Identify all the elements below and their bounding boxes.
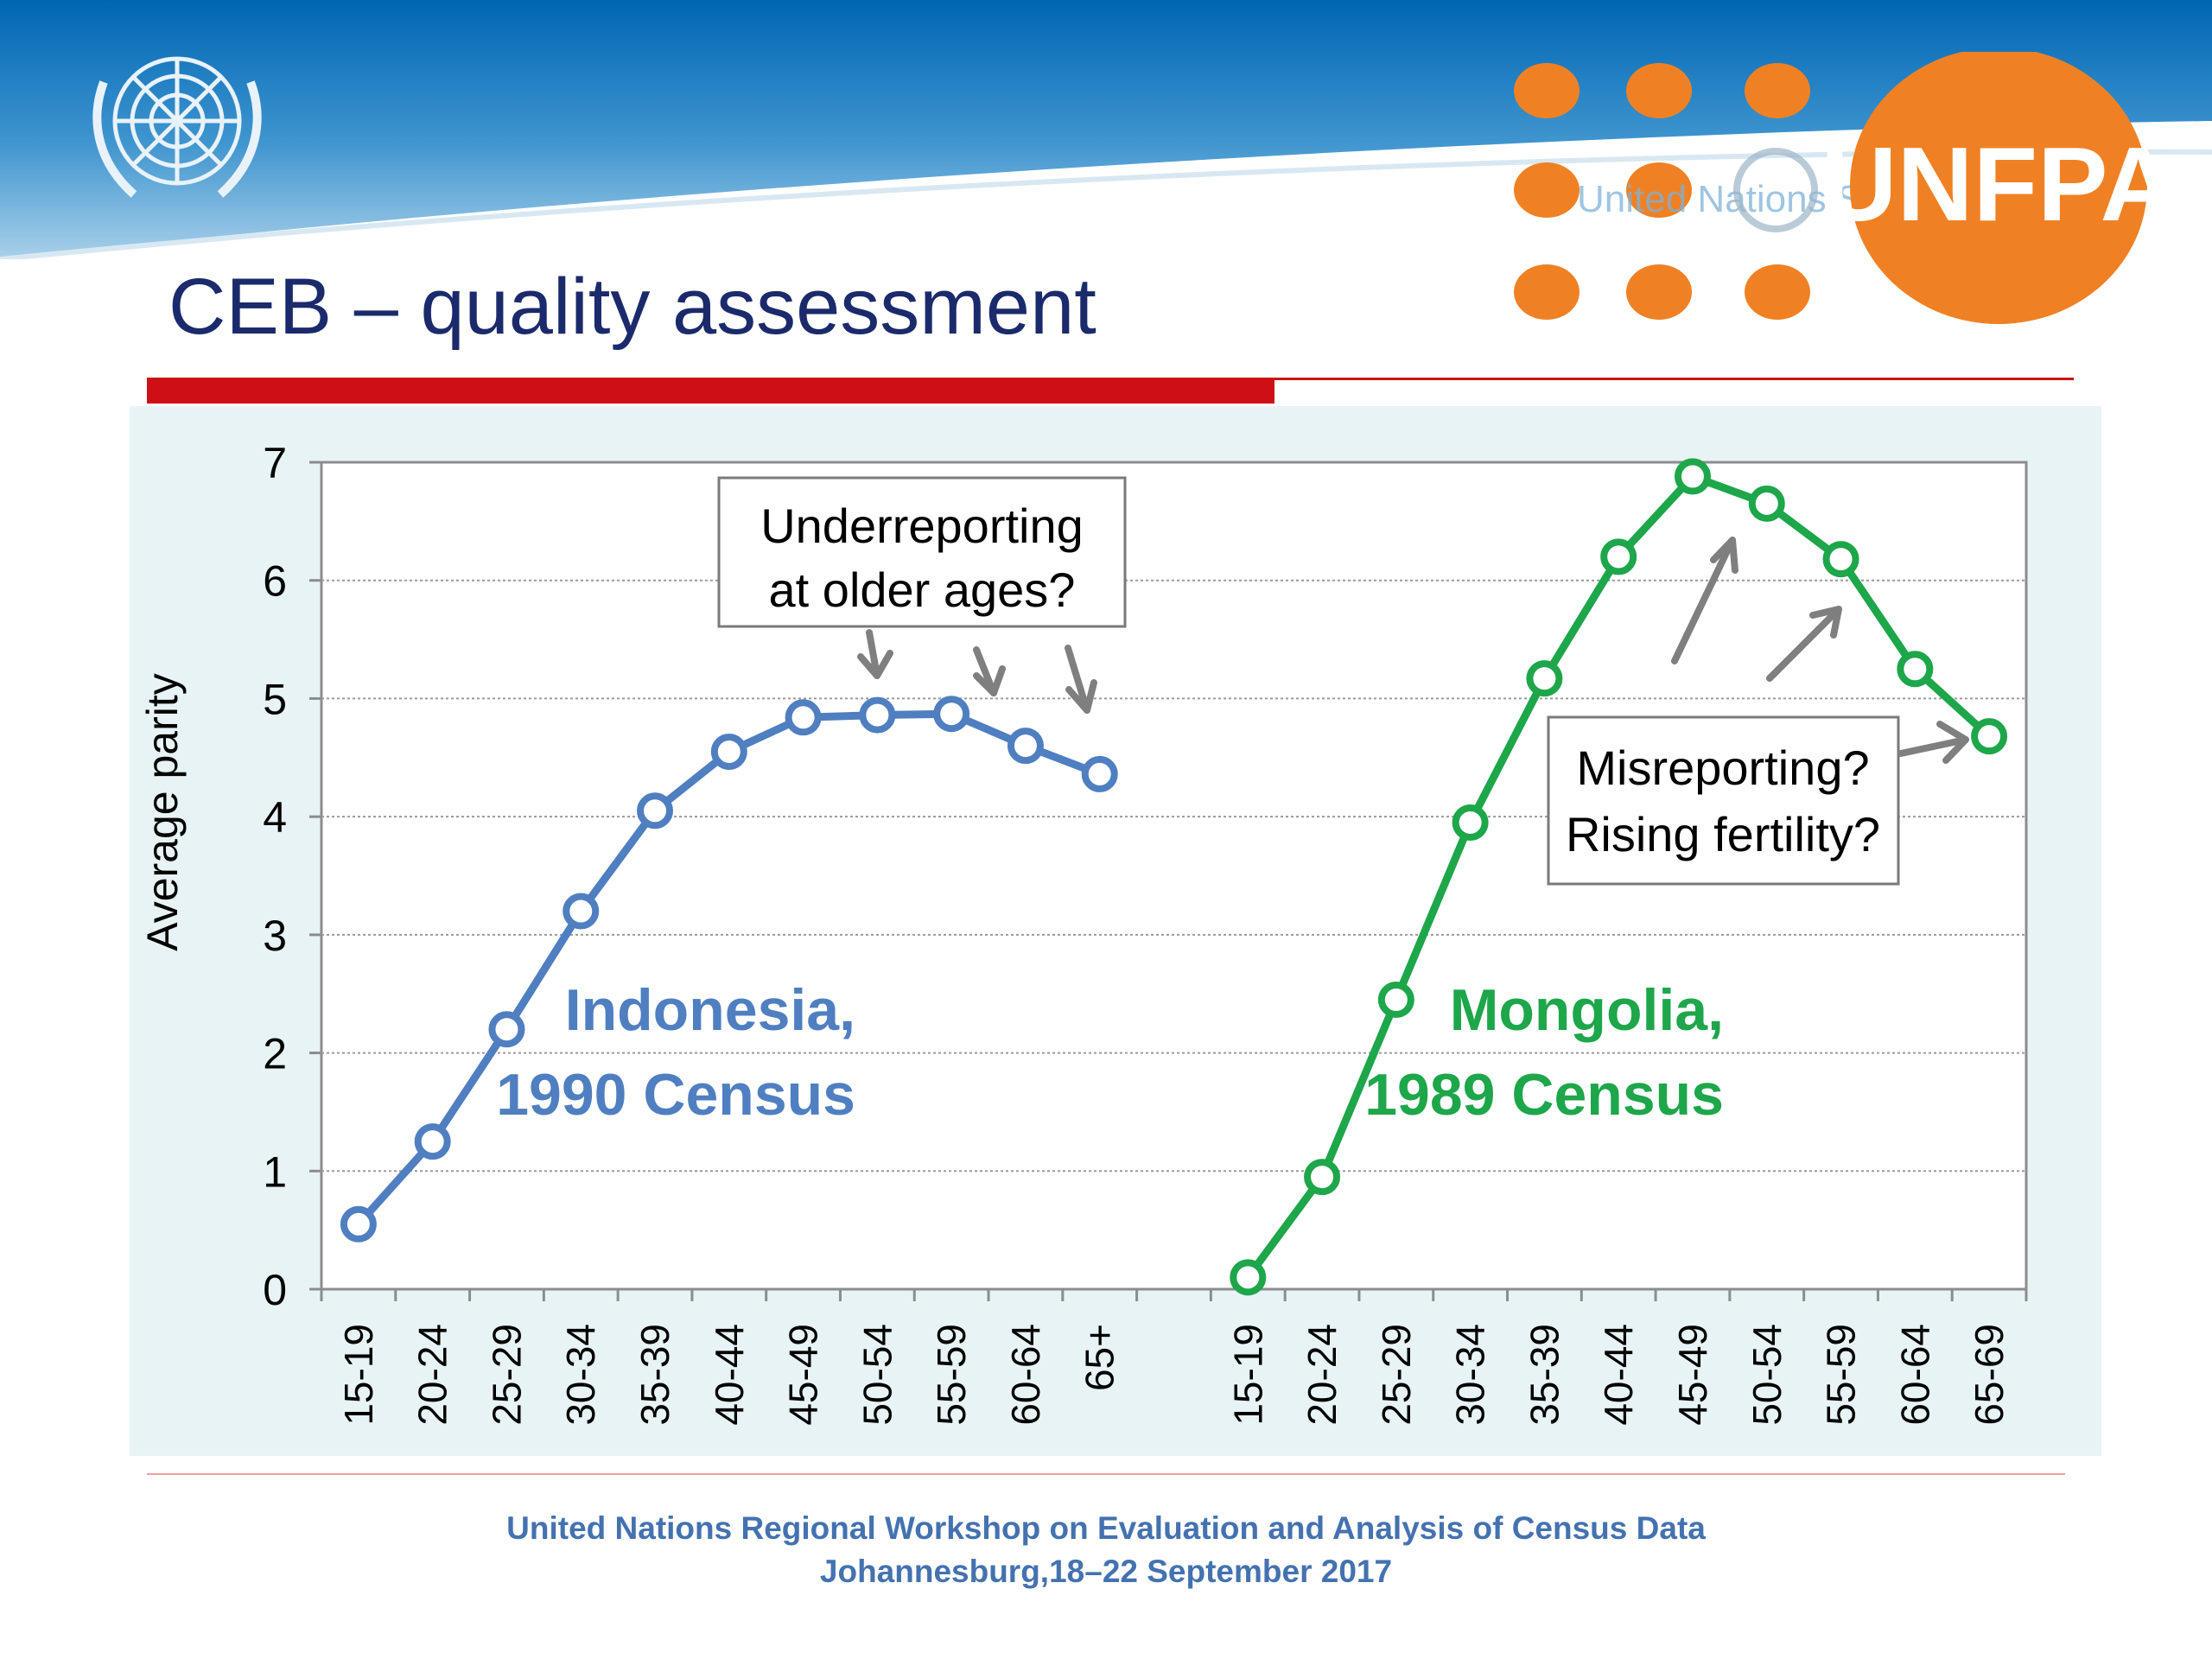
- x-tick-label: 35-39: [1522, 1324, 1567, 1426]
- data-point: [340, 1205, 377, 1243]
- series-label-indonesia-line2: 1990 Census: [496, 1062, 855, 1128]
- footer-line1: United Nations Regional Workshop on Eval…: [506, 1510, 1706, 1546]
- annotation-underreporting-line2: at older ages?: [769, 563, 1076, 617]
- data-point: [1600, 538, 1637, 575]
- x-axis: 15-19 20-24 25-29 30-34 35-39 40-44 45-49 50-54…: [320, 1289, 2028, 1426]
- series-label-mongolia-line1: Mongolia,: [1450, 977, 1724, 1043]
- y-tick-label: 7: [263, 439, 287, 487]
- y-axis: 0 1 2 3 4 5 6 7: [263, 439, 321, 1314]
- logo-dot: [1626, 63, 1692, 118]
- logo-dot: [1745, 63, 1810, 118]
- data-point: [1748, 485, 1785, 522]
- data-point: [1081, 755, 1118, 792]
- data-point: [637, 792, 674, 830]
- data-point: [1007, 728, 1044, 765]
- data-point: [1674, 458, 1711, 495]
- title-divider: [147, 378, 1274, 404]
- x-tick-label: 60-64: [1892, 1324, 1937, 1426]
- footer-line2: Johannesburg,18–22 September 2017: [819, 1554, 1393, 1589]
- un-emblem-icon: [92, 56, 262, 198]
- series-group: [340, 458, 2008, 1296]
- logo-dot: [1626, 162, 1692, 218]
- data-point: [1230, 1259, 1267, 1296]
- x-tick-label: 20-24: [1300, 1324, 1344, 1426]
- y-tick-label: 4: [263, 793, 287, 842]
- unfpa-text: UNFPA: [1821, 125, 2156, 243]
- logo-dot: [1626, 264, 1692, 320]
- data-point: [1377, 982, 1414, 1019]
- series-label-mongolia-line2: 1989 Census: [1364, 1062, 1724, 1128]
- x-tick-label: 55-59: [1819, 1324, 1864, 1426]
- x-tick-label: 20-24: [410, 1324, 455, 1426]
- data-point: [1897, 651, 1934, 688]
- data-point: [710, 733, 747, 770]
- arrow-icon: [1897, 721, 1969, 764]
- y-tick-label: 1: [263, 1147, 287, 1196]
- x-tick-label: 50-54: [855, 1324, 899, 1426]
- data-point: [488, 1011, 525, 1048]
- data-point: [414, 1123, 451, 1160]
- data-point: [1971, 718, 2008, 755]
- arrow-icon: [1766, 606, 1842, 682]
- x-tick-label: 65+: [1077, 1324, 1122, 1391]
- annotation-underreporting-line1: Underreporting: [760, 499, 1084, 553]
- page-title: CEB – quality assessment: [168, 263, 1096, 351]
- logo-dot: [1514, 162, 1580, 218]
- x-tick-label: 25-29: [484, 1324, 529, 1426]
- data-point: [933, 696, 970, 733]
- annotation-box-underreporting: [717, 476, 1127, 628]
- arrow-icon: [1065, 645, 1097, 714]
- x-tick-label: 15-19: [336, 1324, 381, 1426]
- y-tick-label: 0: [263, 1266, 287, 1314]
- x-tick-label: 45-49: [781, 1324, 826, 1426]
- title-divider-thin: [1274, 378, 2074, 380]
- annotation-box-misreporting: [1547, 715, 1900, 886]
- arrow-icon: [973, 646, 1006, 696]
- x-tick-label: 15-19: [1225, 1324, 1270, 1426]
- un-emblem-small-icon: [1733, 148, 1818, 232]
- y-tick-label: 3: [263, 912, 287, 960]
- annotation-misreporting-line1: Misreporting?: [1576, 741, 1869, 795]
- x-tick-label: 50-54: [1745, 1324, 1789, 1426]
- y-tick-label: 5: [263, 675, 287, 723]
- data-point: [859, 696, 896, 734]
- annotation-misreporting-line2: Rising fertility?: [1566, 807, 1880, 861]
- logo-dot: [1745, 264, 1810, 320]
- grid: [321, 579, 2026, 1173]
- data-point: [563, 893, 600, 930]
- footer-divider: [147, 1473, 2065, 1475]
- x-tick-label: 25-29: [1374, 1324, 1419, 1426]
- unfpa-logo: United Nations Statistics UNFPA: [1514, 52, 2156, 324]
- arrow-icon: [1671, 537, 1738, 664]
- data-point: [1822, 541, 1859, 578]
- x-tick-label: 40-44: [1596, 1324, 1641, 1426]
- series-label-indonesia-line1: Indonesia,: [565, 977, 855, 1043]
- arrow-icon: [857, 629, 893, 679]
- x-tick-label: 55-59: [929, 1324, 974, 1426]
- data-point: [785, 699, 822, 736]
- y-tick-label: 6: [263, 557, 287, 606]
- y-tick-label: 2: [263, 1030, 287, 1078]
- logo-dot: [1514, 63, 1580, 118]
- data-point: [1452, 804, 1489, 841]
- x-tick-label: 30-34: [1448, 1324, 1493, 1426]
- data-point: [1304, 1159, 1341, 1196]
- logo-dot: [1514, 264, 1580, 320]
- x-tick-label: 35-39: [632, 1324, 677, 1426]
- x-tick-label: 60-64: [1003, 1324, 1048, 1426]
- x-tick-label: 65-69: [1967, 1324, 2012, 1426]
- x-tick-label: 40-44: [707, 1324, 752, 1426]
- x-tick-label: 30-34: [558, 1324, 603, 1426]
- data-point: [1526, 660, 1563, 697]
- y-axis-label: Average parity: [138, 673, 187, 950]
- x-tick-label: 45-49: [1670, 1324, 1715, 1426]
